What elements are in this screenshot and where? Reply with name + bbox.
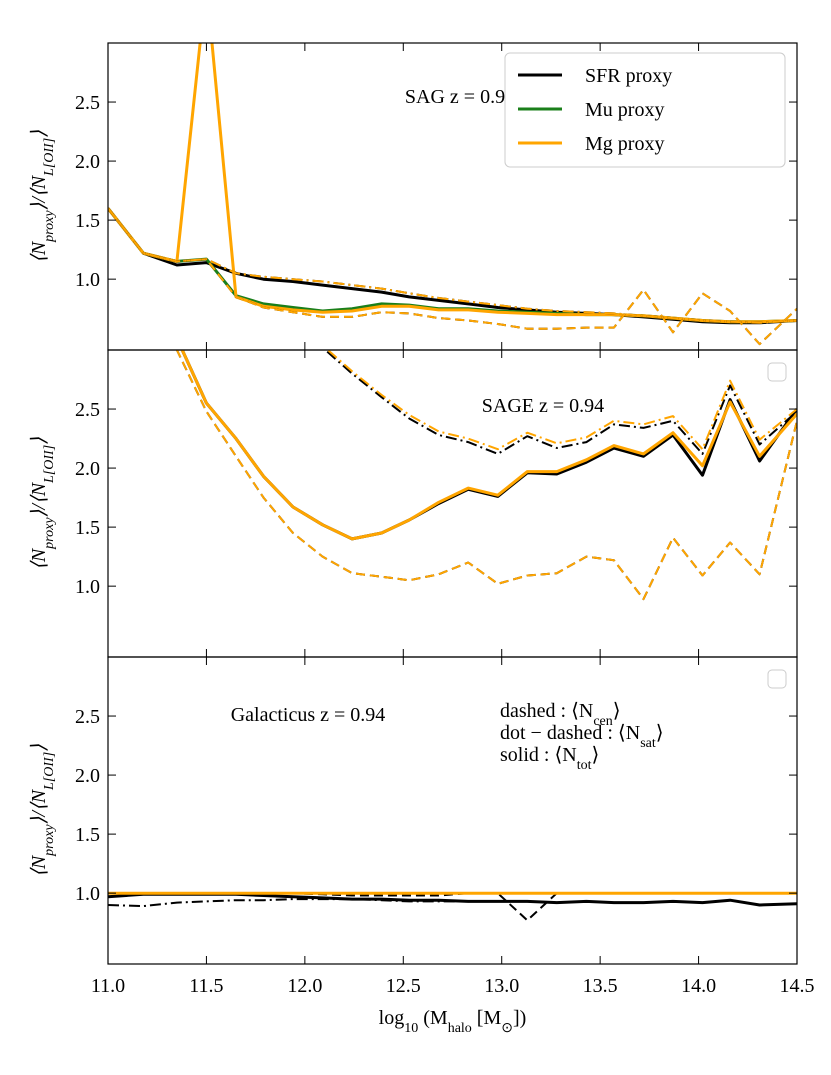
y-axis-label-part: proxy xyxy=(42,824,57,857)
key-line-part: solid : ⟨N xyxy=(500,744,577,766)
y-axis-label-part: ⟩ xyxy=(28,437,50,445)
line xyxy=(175,350,797,601)
x-axis-label-part: 10 xyxy=(404,1021,418,1036)
key-line: dot − dashed : ⟨Nsat⟩ xyxy=(500,722,664,751)
y-axis-label-part: L[OII] xyxy=(42,445,57,484)
y-axis-label: ⟨Nproxy⟩/⟨NL[OII]⟩ xyxy=(28,437,57,570)
x-axis-label-part: (M xyxy=(418,1007,448,1029)
line xyxy=(108,207,797,346)
x-tick-label: 12.0 xyxy=(287,975,322,997)
x-axis-label: log10 (Mhalo [M⊙]) xyxy=(379,1007,527,1036)
panel: 1.0 1.5 2.0 2.5 ⟨Nproxy⟩/⟨NL[OII]⟩ SAG z = 0.… xyxy=(28,42,798,351)
x-axis-label-part: ⊙ xyxy=(501,1021,513,1036)
x-tick-label: 11.0 xyxy=(91,975,125,997)
y-axis-label: ⟨Nproxy⟩/⟨NL[OII]⟩ xyxy=(28,130,57,263)
y-axis-label-part: ⟨N xyxy=(28,240,50,263)
y-axis-label-part: L[OII] xyxy=(42,752,57,791)
legend-box xyxy=(767,362,787,382)
y-axis-label-part: proxy xyxy=(42,210,57,243)
annotation: SAGE z = 0.94 xyxy=(482,395,604,417)
panel: 11.0 11.5 12.0 12.5 13.0 13.5 14.0 14.5 1.0 1.5 2.… xyxy=(28,656,815,1036)
y-axis-label-part: ⟩ xyxy=(28,130,50,138)
line xyxy=(108,892,797,922)
y-tick-label: 2.5 xyxy=(75,399,100,421)
y-tick-label: 1.5 xyxy=(75,210,100,232)
line xyxy=(108,892,797,907)
x-tick-label: 13.5 xyxy=(583,975,618,997)
legend-box xyxy=(504,52,786,168)
line xyxy=(180,350,797,541)
axes-frame xyxy=(107,349,798,658)
y-axis-label: ⟨Nproxy⟩/⟨NL[OII]⟩ xyxy=(28,744,57,877)
key-line-part: dashed : ⟨N xyxy=(500,700,593,722)
legend-box xyxy=(767,669,787,689)
y-tick-label: 1.5 xyxy=(75,824,100,846)
line xyxy=(326,350,797,451)
x-axis-label-part: halo xyxy=(448,1021,472,1036)
y-tick-label: 1.5 xyxy=(75,517,100,539)
y-axis-label-part: ⟨N xyxy=(28,547,50,570)
y-axis-label-part: ⟩ xyxy=(28,744,50,752)
x-axis-label-part: ]) xyxy=(513,1007,526,1029)
x-axis-label-part: log xyxy=(379,1007,405,1029)
key-line-part: tot xyxy=(577,758,592,773)
key-line-part: ⟩ xyxy=(613,700,621,722)
y-tick-label: 1.0 xyxy=(75,883,100,905)
legend-label: Mu proxy xyxy=(585,99,664,121)
y-tick-label: 2.0 xyxy=(75,151,100,173)
line xyxy=(180,350,797,541)
x-tick-label: 11.5 xyxy=(189,975,223,997)
legend-label: SFR proxy xyxy=(585,65,672,87)
y-tick-label: 2.0 xyxy=(75,765,100,787)
y-axis-label-part: proxy xyxy=(42,517,57,550)
y-tick-label: 2.5 xyxy=(75,92,100,114)
key-line-part: ⟩ xyxy=(591,744,599,766)
line xyxy=(323,350,797,455)
y-axis-label-part: ⟨N xyxy=(28,854,50,877)
x-tick-label: 13.0 xyxy=(484,975,519,997)
panel: 1.0 1.5 2.0 2.5 ⟨Nproxy⟩/⟨NL[OII]⟩ SAGE z = 0… xyxy=(28,349,798,658)
line xyxy=(108,898,797,908)
axes-frame xyxy=(107,656,798,965)
x-tick-label: 14.0 xyxy=(681,975,716,997)
annotation: SAG z = 0.94 xyxy=(405,86,515,108)
y-axis-label-part: ⟩/⟨N xyxy=(28,174,50,210)
y-axis-label-part: L[OII] xyxy=(42,138,57,177)
y-tick-label: 2.0 xyxy=(75,458,100,480)
key-line-part: ⟩ xyxy=(656,722,664,744)
key-line-part: sat xyxy=(640,736,656,751)
line xyxy=(175,350,797,601)
key-line-part: cen xyxy=(593,714,612,729)
x-axis-label-part: [M xyxy=(472,1007,502,1029)
annotation: Galacticus z = 0.94 xyxy=(231,704,386,726)
line xyxy=(108,207,797,346)
y-axis-label-part: ⟩/⟨N xyxy=(28,788,50,824)
lines xyxy=(175,350,797,601)
lines xyxy=(108,43,797,346)
lines xyxy=(108,891,797,922)
line xyxy=(108,207,797,324)
key-line: dashed : ⟨Ncen⟩ xyxy=(500,700,621,729)
key-line-part: dot − dashed : ⟨N xyxy=(500,722,640,744)
y-axis-label-part: ⟩/⟨N xyxy=(28,481,50,517)
y-tick-label: 1.0 xyxy=(75,269,100,291)
y-tick-label: 1.0 xyxy=(75,576,100,598)
y-tick-label: 2.5 xyxy=(75,706,100,728)
legend-label: Mg proxy xyxy=(585,133,664,155)
x-tick-label: 14.5 xyxy=(780,975,815,997)
key-line: solid : ⟨Ntot⟩ xyxy=(500,744,599,773)
x-tick-label: 12.5 xyxy=(386,975,421,997)
